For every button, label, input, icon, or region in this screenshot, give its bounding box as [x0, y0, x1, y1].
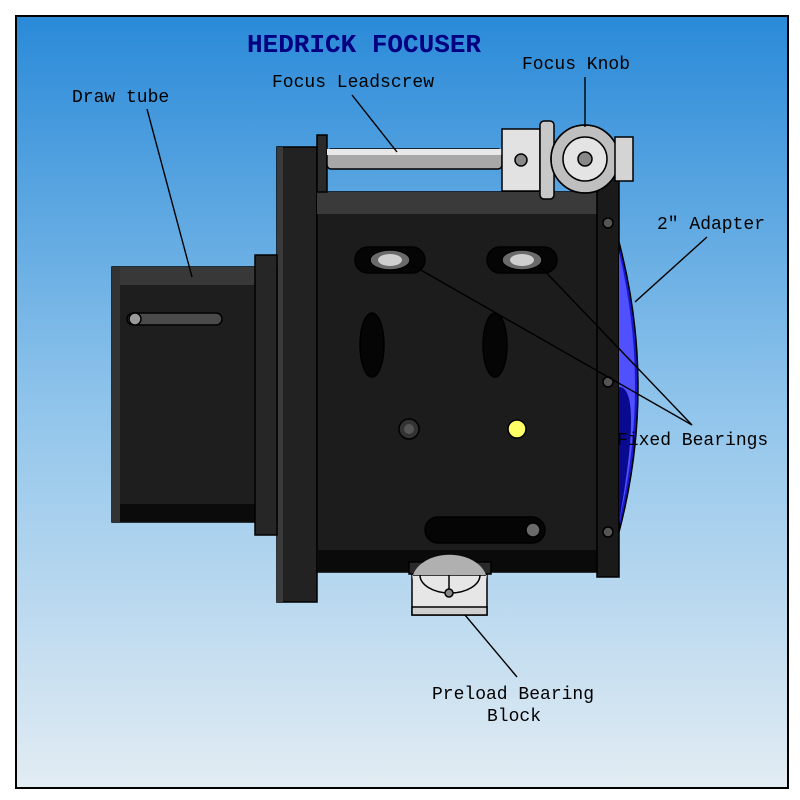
main-body — [317, 192, 597, 574]
draw-tube — [112, 267, 277, 522]
label-adapter: 2" Adapter — [657, 215, 765, 235]
lower-slot — [425, 517, 545, 543]
bearing-slot-top-right — [487, 247, 557, 273]
adapter — [619, 242, 638, 532]
label-focus-leadscrew: Focus Leadscrew — [272, 73, 434, 93]
diagram-title: HEDRICK FOCUSER — [247, 30, 481, 60]
focuser-assembly — [112, 121, 638, 615]
yellow-cap — [508, 420, 526, 438]
mid-slot-left — [360, 313, 384, 377]
bearing-slot-top-left — [355, 247, 425, 273]
label-preload-1: Preload Bearing — [432, 685, 594, 705]
step-ring — [255, 255, 277, 535]
flange-plate — [277, 147, 317, 602]
preload-bearing-block — [412, 555, 487, 615]
label-preload-2: Block — [487, 707, 541, 727]
label-draw-tube: Draw tube — [72, 88, 169, 108]
diagram-svg: HEDRICK FOCUSER — [17, 17, 787, 787]
image-frame: HEDRICK FOCUSER — [0, 0, 800, 800]
label-focus-knob: Focus Knob — [522, 55, 630, 75]
diagram-canvas: HEDRICK FOCUSER — [15, 15, 789, 789]
label-fixed-bearings: Fixed Bearings — [617, 431, 768, 451]
leadscrew-assembly — [317, 121, 554, 199]
focus-knob — [551, 125, 633, 193]
mid-slot-right — [483, 313, 507, 377]
